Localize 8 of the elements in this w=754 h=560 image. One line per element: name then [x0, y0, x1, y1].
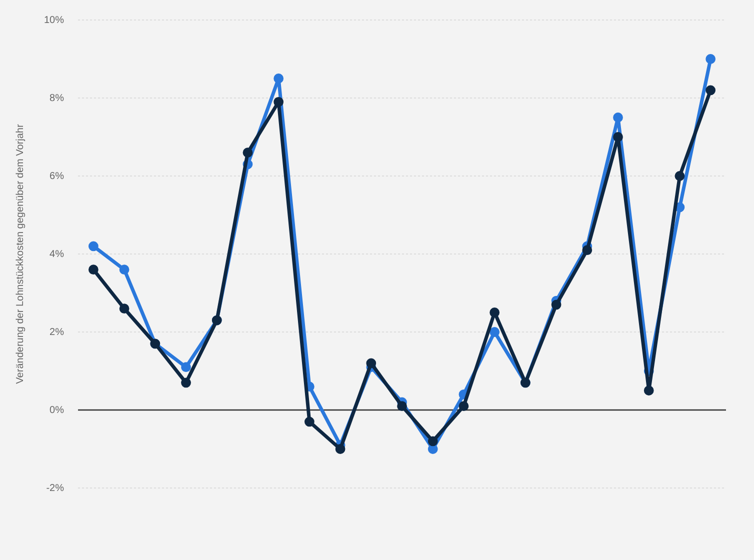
y-tick-label: 2% — [50, 326, 64, 338]
y-tick-label: 0% — [50, 404, 64, 416]
y-tick-label: 10% — [44, 14, 64, 26]
y-tick-label: -2% — [46, 482, 64, 494]
y-tick-label: 6% — [50, 170, 64, 182]
y-tick-label: 4% — [50, 248, 64, 260]
y-tick-label: 8% — [50, 92, 64, 104]
y-axis-title: Veränderung der Lohnstückkosten gegenüber dem Vorjahr — [14, 124, 26, 384]
